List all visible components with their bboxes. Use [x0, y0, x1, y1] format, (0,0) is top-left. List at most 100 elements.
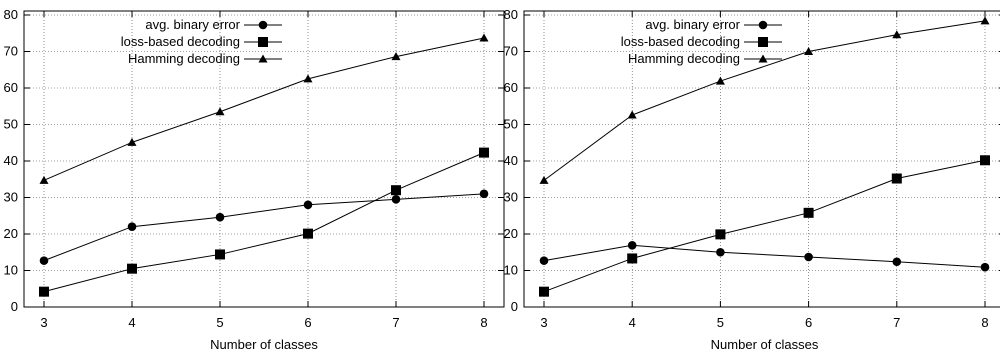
y-tick-label: 60	[504, 80, 518, 95]
data-point	[892, 257, 902, 267]
chart-panel-2: 0 10 20 30 40 50 60 70 80 3 4 5 6 7 8 Number of classes…	[504, 7, 1000, 352]
x-axis-title: Number of classes	[711, 337, 819, 352]
series-circle	[539, 241, 990, 272]
data-point	[980, 155, 990, 166]
y-tick-label: 0	[11, 299, 18, 314]
data-point	[539, 286, 549, 297]
x-tick-label: 5	[717, 315, 724, 330]
y-tick-label: 80	[4, 7, 18, 22]
data-point	[215, 249, 225, 260]
y-tick-label: 70	[4, 44, 18, 59]
legend-label: Hamming decoding	[128, 51, 240, 66]
legend-marker	[258, 54, 268, 63]
data-point	[891, 173, 902, 184]
data-point	[303, 74, 313, 83]
y-tick-label: 30	[4, 190, 18, 205]
series-triangle	[539, 16, 990, 184]
series-line	[543, 20, 986, 181]
data-point	[479, 33, 489, 42]
series-triangle	[39, 33, 489, 184]
series-square	[539, 155, 990, 297]
legend-label: Hamming decoding	[628, 51, 740, 66]
data-point	[215, 107, 225, 116]
y-tick-label: 40	[504, 153, 518, 168]
series-line	[43, 152, 485, 293]
x-tick-label: 5	[216, 315, 223, 330]
data-point	[539, 256, 549, 265]
data-point	[980, 16, 990, 25]
data-point	[804, 47, 814, 55]
y-tick-label: 0	[511, 299, 518, 314]
data-point	[303, 200, 313, 210]
data-point	[127, 137, 137, 146]
x-tick-label: 8	[480, 315, 487, 330]
x-tick-label: 3	[40, 315, 47, 330]
data-point	[980, 262, 990, 272]
x-tick-label: 3	[540, 315, 547, 330]
data-point	[715, 229, 726, 240]
legend: avg. binary error loss-based decoding Hamm…	[121, 17, 282, 66]
y-tick-label: 20	[4, 226, 18, 241]
plot-frame	[523, 10, 1000, 308]
y-tick-label: 30	[504, 190, 518, 205]
data-point	[539, 175, 549, 184]
data-point	[803, 207, 814, 218]
x-axis-title: Number of classes	[210, 337, 318, 352]
y-tick-label: 10	[504, 263, 518, 278]
data-point	[391, 185, 401, 196]
series-line	[43, 37, 485, 181]
data-point	[391, 195, 401, 204]
legend-marker	[758, 37, 768, 47]
data-point	[39, 286, 49, 297]
legend-marker	[258, 20, 268, 30]
legend-marker	[758, 20, 768, 30]
legend-marker	[758, 54, 768, 63]
x-tick-label: 7	[392, 315, 399, 330]
data-point	[627, 241, 637, 250]
data-point	[627, 110, 637, 119]
legend-marker	[258, 37, 268, 47]
series-line	[543, 159, 986, 293]
series-line	[543, 244, 986, 268]
x-tick-label: 7	[893, 315, 900, 330]
data-point	[391, 52, 401, 61]
y-tick-label: 70	[504, 44, 518, 59]
data-point	[127, 222, 137, 231]
data-point	[39, 256, 49, 265]
series-square	[39, 147, 489, 297]
series-circle	[39, 189, 489, 265]
x-tick-label: 6	[304, 315, 311, 330]
data-point	[215, 212, 225, 222]
y-tick-label: 20	[504, 226, 518, 241]
legend-label: loss-based decoding	[621, 34, 740, 49]
legend-label: loss-based decoding	[121, 34, 240, 49]
data-point	[39, 175, 49, 184]
data-point	[804, 252, 813, 262]
data-point	[127, 263, 137, 274]
y-tick-label: 80	[504, 7, 518, 22]
y-tick-label: 50	[4, 117, 18, 132]
data-point	[303, 228, 313, 239]
data-point	[627, 253, 638, 264]
x-tick-label: 4	[629, 315, 636, 330]
x-tick-label: 6	[805, 315, 812, 330]
legend-label: avg. binary error	[645, 17, 740, 32]
data-point	[892, 30, 902, 39]
y-tick-label: 60	[4, 80, 18, 95]
data-point	[479, 189, 489, 199]
plot-frame	[23, 10, 505, 308]
x-tick-label: 8	[981, 315, 988, 330]
y-tick-label: 40	[4, 153, 18, 168]
x-tick-label: 4	[128, 315, 135, 330]
series-line	[43, 193, 485, 262]
legend-label: avg. binary error	[145, 17, 240, 32]
chart-panel-1: 0 10 20 30 40 50 60 70 80 3 4 5 6 7 8 Number of classes…	[4, 7, 505, 352]
legend: avg. binary error loss-based decoding Hamm…	[621, 17, 782, 66]
y-tick-label: 10	[4, 263, 18, 278]
data-point	[716, 247, 725, 257]
y-tick-label: 50	[504, 117, 518, 132]
data-point	[715, 76, 725, 85]
data-point	[479, 147, 489, 158]
